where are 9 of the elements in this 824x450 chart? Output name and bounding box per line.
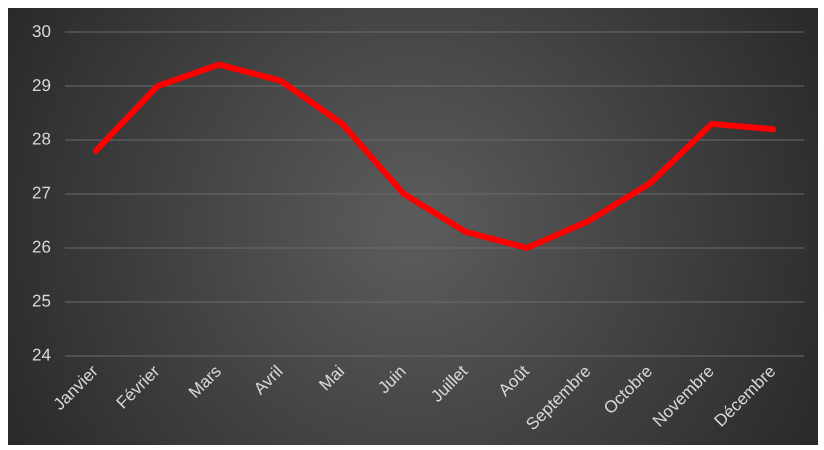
y-tick-label: 30 [32, 22, 51, 41]
y-tick-label: 29 [32, 76, 51, 95]
y-tick-label: 24 [32, 345, 51, 364]
x-tick-label: Juin [374, 362, 410, 398]
y-tick-label: 26 [32, 238, 51, 257]
x-tick-label: Mai [315, 362, 348, 395]
y-tick-label: 25 [32, 292, 51, 311]
y-tick-label: 27 [32, 184, 51, 203]
y-tick-label: 28 [32, 130, 51, 149]
